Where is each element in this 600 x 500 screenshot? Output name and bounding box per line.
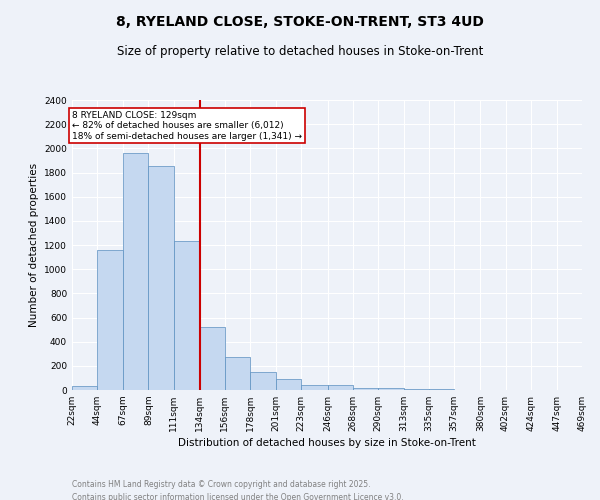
Bar: [97, 250, 124, 390]
Bar: [378, 388, 404, 390]
Bar: [250, 372, 276, 390]
Text: 8 RYELAND CLOSE: 129sqm
← 82% of detached houses are smaller (6,012)
18% of semi: 8 RYELAND CLOSE: 129sqm ← 82% of detache…: [72, 111, 302, 140]
Text: Size of property relative to detached houses in Stoke-on-Trent: Size of property relative to detached ho…: [117, 45, 483, 58]
Text: 8, RYELAND CLOSE, STOKE-ON-TRENT, ST3 4UD: 8, RYELAND CLOSE, STOKE-ON-TRENT, ST3 4U…: [116, 15, 484, 29]
Bar: [301, 384, 328, 390]
Bar: [124, 153, 148, 390]
Bar: [72, 386, 97, 390]
Bar: [404, 389, 429, 390]
Bar: [225, 358, 250, 390]
Bar: [276, 379, 301, 390]
Text: Contains public sector information licensed under the Open Government Licence v3: Contains public sector information licen…: [72, 492, 404, 500]
Y-axis label: Number of detached properties: Number of detached properties: [29, 163, 38, 327]
Bar: [353, 388, 378, 390]
Bar: [200, 327, 225, 390]
Text: Contains HM Land Registry data © Crown copyright and database right 2025.: Contains HM Land Registry data © Crown c…: [72, 480, 371, 489]
Bar: [148, 166, 173, 390]
Bar: [328, 385, 353, 390]
Bar: [173, 242, 200, 390]
Text: Distribution of detached houses by size in Stoke-on-Trent: Distribution of detached houses by size …: [178, 438, 476, 448]
